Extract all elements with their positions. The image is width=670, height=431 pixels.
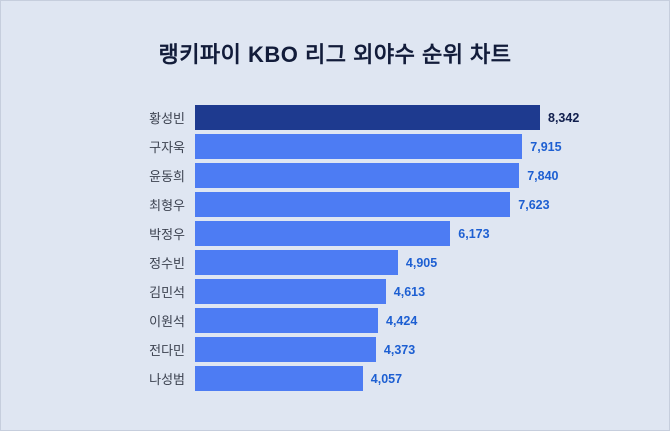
bar-category-label: 김민석 (149, 285, 185, 300)
bar (195, 279, 386, 304)
chart-title: 랭키파이 KBO 리그 외야수 순위 차트 (158, 42, 512, 67)
bar (195, 163, 520, 188)
bar-value-label: 7,915 (530, 139, 562, 154)
bar (195, 221, 451, 246)
chart-row: 이원석 4,424 (31, 306, 639, 335)
bar-value-label: 4,613 (393, 284, 426, 299)
bar-chart: 황성빈 8,342 구자욱 7,915 윤동희 7,840 최형우 7,623 박정우 6,173… (31, 103, 639, 393)
bar-category-label: 정수빈 (149, 256, 185, 271)
bar-category-label: 최형우 (149, 198, 185, 213)
bar-value-label: 4,057 (370, 371, 403, 386)
chart-row: 김민석 4,613 (31, 277, 639, 306)
bar (195, 250, 398, 275)
bar (195, 366, 363, 391)
bar-category-label: 나성범 (149, 372, 185, 387)
bar-value-label: 4,905 (405, 255, 438, 270)
bar-category-label: 구자욱 (149, 140, 185, 155)
bar (195, 134, 523, 159)
chart-row: 최형우 7,623 (31, 190, 639, 219)
bar-category-label: 이원석 (149, 314, 185, 329)
bar-value-label: 8,342 (548, 110, 580, 125)
bar-category-label: 전다민 (149, 343, 185, 358)
bar (195, 192, 511, 217)
chart-row: 박정우 6,173 (31, 219, 639, 248)
chart-row: 정수빈 4,905 (31, 248, 639, 277)
bar (195, 308, 378, 333)
bar-value-label: 7,623 (518, 197, 550, 212)
bar-value-label: 7,840 (527, 168, 559, 183)
bar-value-label: 4,373 (383, 342, 416, 357)
bar-category-label: 황성빈 (149, 111, 185, 126)
bar (195, 337, 376, 362)
chart-row: 구자욱 7,915 (31, 132, 639, 161)
bar-category-label: 윤동희 (149, 169, 185, 184)
bar-category-label: 박정우 (149, 227, 185, 242)
chart-row: 전다민 4,373 (31, 335, 639, 364)
bar-value-label: 6,173 (458, 226, 490, 241)
bar-value-label: 4,424 (386, 313, 418, 328)
bar (195, 105, 540, 130)
chart-row: 나성범 4,057 (31, 364, 639, 393)
chart-row: 황성빈 8,342 (31, 103, 639, 132)
chart-row: 윤동희 7,840 (31, 161, 639, 190)
